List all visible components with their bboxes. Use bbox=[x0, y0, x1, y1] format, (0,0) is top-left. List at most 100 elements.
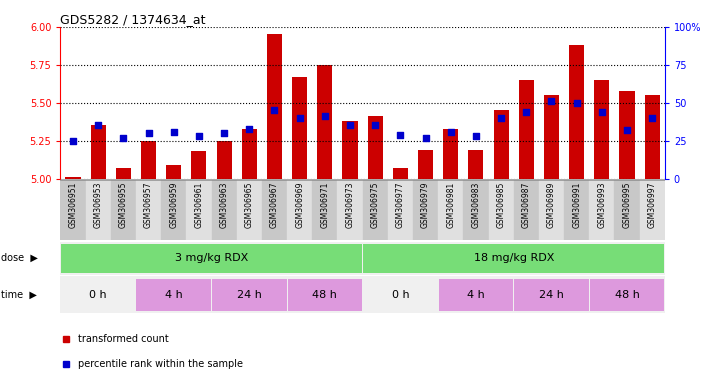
Text: GSM306973: GSM306973 bbox=[346, 182, 355, 228]
Bar bbox=[262, 180, 287, 240]
Bar bbox=[91, 126, 106, 179]
Bar bbox=[443, 129, 459, 179]
Text: GSM306955: GSM306955 bbox=[119, 182, 128, 228]
Text: 18 mg/kg RDX: 18 mg/kg RDX bbox=[474, 253, 554, 263]
Bar bbox=[60, 180, 85, 240]
Text: GSM306975: GSM306975 bbox=[370, 182, 380, 228]
Bar bbox=[413, 180, 438, 240]
Bar bbox=[363, 180, 387, 240]
Bar bbox=[267, 35, 282, 179]
Point bbox=[92, 122, 104, 129]
Bar bbox=[519, 80, 534, 179]
Bar bbox=[65, 177, 80, 179]
Bar bbox=[368, 116, 383, 179]
Point bbox=[496, 115, 507, 121]
Text: GSM306969: GSM306969 bbox=[295, 182, 304, 228]
Bar bbox=[514, 279, 589, 311]
Bar bbox=[493, 110, 508, 179]
Text: GSM306971: GSM306971 bbox=[321, 182, 329, 228]
Bar bbox=[393, 168, 408, 179]
Point bbox=[193, 133, 205, 139]
Bar bbox=[439, 279, 513, 311]
Text: GSM306951: GSM306951 bbox=[68, 182, 77, 228]
Text: time  ▶: time ▶ bbox=[1, 290, 37, 300]
Bar bbox=[312, 180, 338, 240]
Bar bbox=[589, 180, 614, 240]
Point bbox=[244, 126, 255, 132]
Text: GSM306997: GSM306997 bbox=[648, 182, 657, 228]
Bar bbox=[111, 180, 136, 240]
Text: 48 h: 48 h bbox=[312, 290, 337, 300]
Bar bbox=[338, 180, 363, 240]
Point bbox=[546, 98, 557, 104]
Bar bbox=[317, 65, 333, 179]
Text: 3 mg/kg RDX: 3 mg/kg RDX bbox=[175, 253, 248, 263]
Point bbox=[646, 115, 658, 121]
Bar bbox=[242, 129, 257, 179]
Bar bbox=[287, 180, 312, 240]
Text: 4 h: 4 h bbox=[467, 290, 485, 300]
Bar bbox=[343, 121, 358, 179]
Bar bbox=[469, 150, 483, 179]
Bar bbox=[438, 180, 464, 240]
Bar bbox=[569, 45, 584, 179]
Bar bbox=[191, 151, 206, 179]
Point bbox=[395, 131, 406, 137]
Bar bbox=[85, 180, 111, 240]
Point bbox=[319, 113, 331, 119]
Text: GSM306993: GSM306993 bbox=[597, 182, 606, 228]
Bar bbox=[614, 180, 640, 240]
Point bbox=[68, 137, 79, 144]
Text: GSM306987: GSM306987 bbox=[522, 182, 531, 228]
Text: 4 h: 4 h bbox=[165, 290, 183, 300]
Point bbox=[294, 115, 305, 121]
Text: GSM306989: GSM306989 bbox=[547, 182, 556, 228]
Text: GSM306959: GSM306959 bbox=[169, 182, 178, 228]
Text: GSM306985: GSM306985 bbox=[496, 182, 506, 228]
Point bbox=[596, 109, 607, 115]
Text: dose  ▶: dose ▶ bbox=[1, 253, 38, 263]
Text: 24 h: 24 h bbox=[539, 290, 564, 300]
Bar bbox=[161, 180, 186, 240]
Text: percentile rank within the sample: percentile rank within the sample bbox=[78, 359, 243, 369]
Point bbox=[445, 129, 456, 135]
Bar bbox=[594, 80, 609, 179]
Text: GSM306977: GSM306977 bbox=[396, 182, 405, 228]
Bar bbox=[418, 150, 433, 179]
Point bbox=[218, 130, 230, 136]
Bar bbox=[488, 180, 514, 240]
Bar bbox=[287, 279, 362, 311]
Point bbox=[168, 129, 179, 135]
Text: GSM306957: GSM306957 bbox=[144, 182, 153, 228]
Point bbox=[118, 134, 129, 141]
Text: 24 h: 24 h bbox=[237, 290, 262, 300]
Text: GDS5282 / 1374634_at: GDS5282 / 1374634_at bbox=[60, 13, 206, 26]
Text: GSM306967: GSM306967 bbox=[270, 182, 279, 228]
Point bbox=[269, 107, 280, 113]
Text: GSM306965: GSM306965 bbox=[245, 182, 254, 228]
Text: GSM306961: GSM306961 bbox=[194, 182, 203, 228]
Bar bbox=[237, 180, 262, 240]
Bar bbox=[116, 168, 131, 179]
Bar bbox=[61, 279, 136, 311]
Bar bbox=[645, 95, 660, 179]
Point bbox=[143, 130, 154, 136]
Point bbox=[571, 100, 582, 106]
Bar bbox=[363, 279, 438, 311]
Bar bbox=[544, 95, 559, 179]
Point bbox=[470, 133, 481, 139]
Text: GSM306983: GSM306983 bbox=[471, 182, 481, 228]
Text: GSM306979: GSM306979 bbox=[421, 182, 430, 228]
Point bbox=[344, 122, 356, 129]
Point bbox=[621, 127, 633, 133]
Text: GSM306991: GSM306991 bbox=[572, 182, 581, 228]
Bar bbox=[217, 141, 232, 179]
Bar bbox=[292, 77, 307, 179]
Text: GSM306953: GSM306953 bbox=[94, 182, 102, 228]
Bar bbox=[589, 279, 664, 311]
Text: 48 h: 48 h bbox=[614, 290, 639, 300]
Text: 0 h: 0 h bbox=[392, 290, 410, 300]
Point bbox=[520, 109, 532, 115]
Text: GSM306995: GSM306995 bbox=[623, 182, 631, 228]
Bar bbox=[166, 165, 181, 179]
